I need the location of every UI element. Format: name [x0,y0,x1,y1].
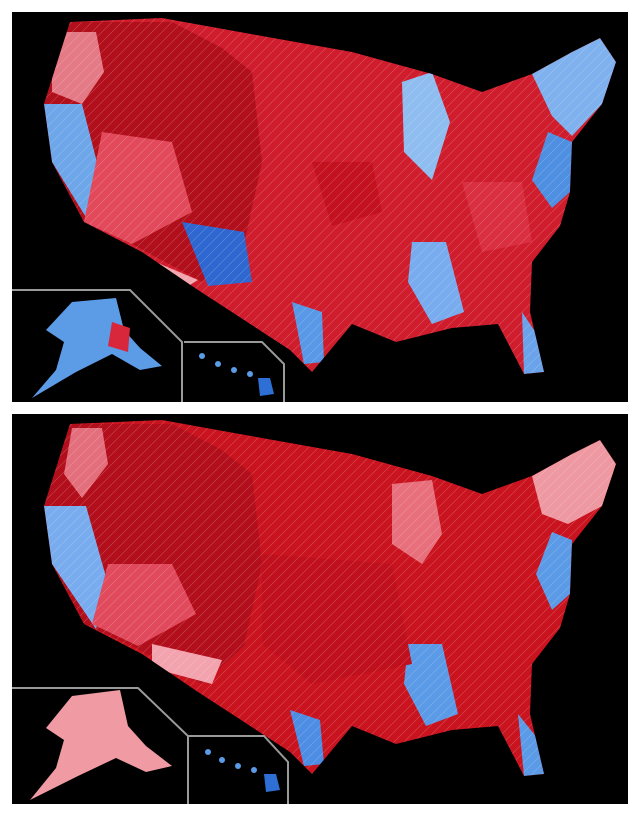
county-map-bottom [12,414,628,804]
map-canvas-top [12,18,616,402]
inset-hawaii-bottom [188,735,289,804]
inset-alaska-top [12,289,183,402]
contiguous-us-bottom [44,420,616,776]
inset-hawaii-top [184,341,285,402]
county-map-top [12,12,628,402]
map-canvas-bottom [12,420,616,804]
inset-alaska-bottom [12,687,189,804]
